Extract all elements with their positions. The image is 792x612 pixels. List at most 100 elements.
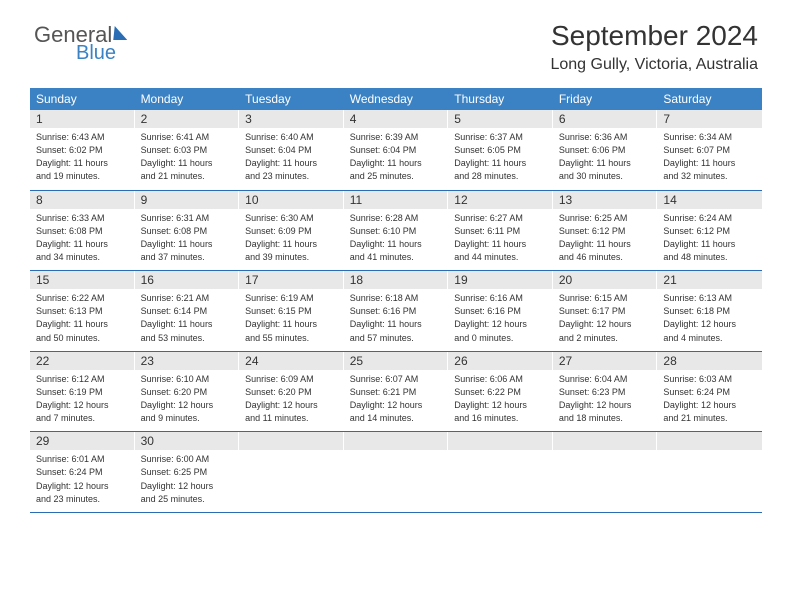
day-info-line: Daylight: 12 hours (663, 399, 756, 411)
day-number: 27 (553, 352, 658, 370)
day-cell: 23Sunrise: 6:10 AMSunset: 6:20 PMDayligh… (135, 352, 240, 432)
day-info-line: Daylight: 12 hours (141, 399, 234, 411)
day-info: Sunrise: 6:01 AMSunset: 6:24 PMDaylight:… (30, 450, 135, 505)
day-info-line: Sunrise: 6:40 AM (245, 131, 338, 143)
day-info: Sunrise: 6:13 AMSunset: 6:18 PMDaylight:… (657, 289, 762, 344)
day-number: 2 (135, 110, 240, 128)
day-number (344, 432, 449, 450)
day-info: Sunrise: 6:06 AMSunset: 6:22 PMDaylight:… (448, 370, 553, 425)
day-number: 16 (135, 271, 240, 289)
location-text: Long Gully, Victoria, Australia (550, 56, 758, 74)
day-info-line: Sunset: 6:06 PM (559, 144, 652, 156)
day-info-line: Daylight: 11 hours (663, 157, 756, 169)
day-info-line: Sunset: 6:12 PM (663, 225, 756, 237)
day-cell: 8Sunrise: 6:33 AMSunset: 6:08 PMDaylight… (30, 191, 135, 271)
day-cell: 11Sunrise: 6:28 AMSunset: 6:10 PMDayligh… (344, 191, 449, 271)
day-info-line: and 23 minutes. (36, 493, 129, 505)
day-info-line: Sunrise: 6:07 AM (350, 373, 443, 385)
day-cell: 24Sunrise: 6:09 AMSunset: 6:20 PMDayligh… (239, 352, 344, 432)
day-info-line: Daylight: 11 hours (454, 157, 547, 169)
day-info: Sunrise: 6:24 AMSunset: 6:12 PMDaylight:… (657, 209, 762, 264)
day-info-line: Daylight: 11 hours (454, 238, 547, 250)
day-info: Sunrise: 6:09 AMSunset: 6:20 PMDaylight:… (239, 370, 344, 425)
day-info-line: Sunrise: 6:16 AM (454, 292, 547, 304)
empty-day-cell (657, 432, 762, 512)
day-info-line: Sunrise: 6:30 AM (245, 212, 338, 224)
day-info-line: Sunset: 6:19 PM (36, 386, 129, 398)
day-info-line: and 48 minutes. (663, 251, 756, 263)
day-info-line: Daylight: 11 hours (559, 157, 652, 169)
day-number: 25 (344, 352, 449, 370)
day-cell: 10Sunrise: 6:30 AMSunset: 6:09 PMDayligh… (239, 191, 344, 271)
day-info-line: Daylight: 11 hours (141, 157, 234, 169)
day-info-line: and 28 minutes. (454, 170, 547, 182)
day-number: 4 (344, 110, 449, 128)
day-info-line: Daylight: 11 hours (559, 238, 652, 250)
logo: General Blue (34, 22, 128, 48)
day-cell: 9Sunrise: 6:31 AMSunset: 6:08 PMDaylight… (135, 191, 240, 271)
day-info-line: and 2 minutes. (559, 332, 652, 344)
day-number (553, 432, 658, 450)
day-info-line: Sunset: 6:20 PM (141, 386, 234, 398)
day-header-cell: Monday (135, 88, 240, 110)
day-info-line: Sunrise: 6:03 AM (663, 373, 756, 385)
day-info-line: and 25 minutes. (350, 170, 443, 182)
day-info-line: Sunset: 6:24 PM (36, 466, 129, 478)
calendar: SundayMondayTuesdayWednesdayThursdayFrid… (30, 88, 762, 513)
day-cell: 3Sunrise: 6:40 AMSunset: 6:04 PMDaylight… (239, 110, 344, 190)
day-info-line: Sunrise: 6:10 AM (141, 373, 234, 385)
day-cell: 5Sunrise: 6:37 AMSunset: 6:05 PMDaylight… (448, 110, 553, 190)
day-info: Sunrise: 6:12 AMSunset: 6:19 PMDaylight:… (30, 370, 135, 425)
day-info-line: Sunset: 6:04 PM (245, 144, 338, 156)
day-info-line: and 39 minutes. (245, 251, 338, 263)
week-row: 22Sunrise: 6:12 AMSunset: 6:19 PMDayligh… (30, 352, 762, 433)
weeks-container: 1Sunrise: 6:43 AMSunset: 6:02 PMDaylight… (30, 110, 762, 513)
day-info-line: Daylight: 11 hours (245, 238, 338, 250)
day-number: 10 (239, 191, 344, 209)
day-info-line: and 53 minutes. (141, 332, 234, 344)
day-cell: 16Sunrise: 6:21 AMSunset: 6:14 PMDayligh… (135, 271, 240, 351)
day-info-line: Sunset: 6:25 PM (141, 466, 234, 478)
day-info-line: Sunset: 6:08 PM (36, 225, 129, 237)
day-cell: 2Sunrise: 6:41 AMSunset: 6:03 PMDaylight… (135, 110, 240, 190)
day-info-line: Sunset: 6:20 PM (245, 386, 338, 398)
day-info-line: and 21 minutes. (141, 170, 234, 182)
day-info-line: Daylight: 12 hours (559, 318, 652, 330)
day-cell: 12Sunrise: 6:27 AMSunset: 6:11 PMDayligh… (448, 191, 553, 271)
day-info-line: Sunset: 6:16 PM (454, 305, 547, 317)
day-info-line: Sunrise: 6:27 AM (454, 212, 547, 224)
day-info-line: Sunrise: 6:00 AM (141, 453, 234, 465)
day-number: 26 (448, 352, 553, 370)
day-info-line: and 37 minutes. (141, 251, 234, 263)
day-cell: 14Sunrise: 6:24 AMSunset: 6:12 PMDayligh… (657, 191, 762, 271)
day-number: 7 (657, 110, 762, 128)
day-info-line: Sunrise: 6:39 AM (350, 131, 443, 143)
day-cell: 1Sunrise: 6:43 AMSunset: 6:02 PMDaylight… (30, 110, 135, 190)
day-info: Sunrise: 6:25 AMSunset: 6:12 PMDaylight:… (553, 209, 658, 264)
day-cell: 19Sunrise: 6:16 AMSunset: 6:16 PMDayligh… (448, 271, 553, 351)
day-info-line: Sunrise: 6:37 AM (454, 131, 547, 143)
day-info-line: Daylight: 11 hours (350, 318, 443, 330)
day-info-line: and 19 minutes. (36, 170, 129, 182)
day-info: Sunrise: 6:03 AMSunset: 6:24 PMDaylight:… (657, 370, 762, 425)
day-number: 24 (239, 352, 344, 370)
day-info: Sunrise: 6:40 AMSunset: 6:04 PMDaylight:… (239, 128, 344, 183)
day-info-line: Sunset: 6:05 PM (454, 144, 547, 156)
empty-day-cell (239, 432, 344, 512)
day-info-line: Daylight: 11 hours (141, 238, 234, 250)
empty-day-cell (553, 432, 658, 512)
day-info (239, 450, 344, 490)
day-info-line: Sunset: 6:22 PM (454, 386, 547, 398)
day-info-line: and 57 minutes. (350, 332, 443, 344)
day-info: Sunrise: 6:21 AMSunset: 6:14 PMDaylight:… (135, 289, 240, 344)
day-info-line: Sunset: 6:23 PM (559, 386, 652, 398)
day-cell: 17Sunrise: 6:19 AMSunset: 6:15 PMDayligh… (239, 271, 344, 351)
day-info-line: and 14 minutes. (350, 412, 443, 424)
day-info: Sunrise: 6:36 AMSunset: 6:06 PMDaylight:… (553, 128, 658, 183)
day-number: 30 (135, 432, 240, 450)
empty-day-cell (344, 432, 449, 512)
day-info: Sunrise: 6:27 AMSunset: 6:11 PMDaylight:… (448, 209, 553, 264)
day-info-line: Sunrise: 6:21 AM (141, 292, 234, 304)
day-info-line: and 44 minutes. (454, 251, 547, 263)
day-info (344, 450, 449, 490)
